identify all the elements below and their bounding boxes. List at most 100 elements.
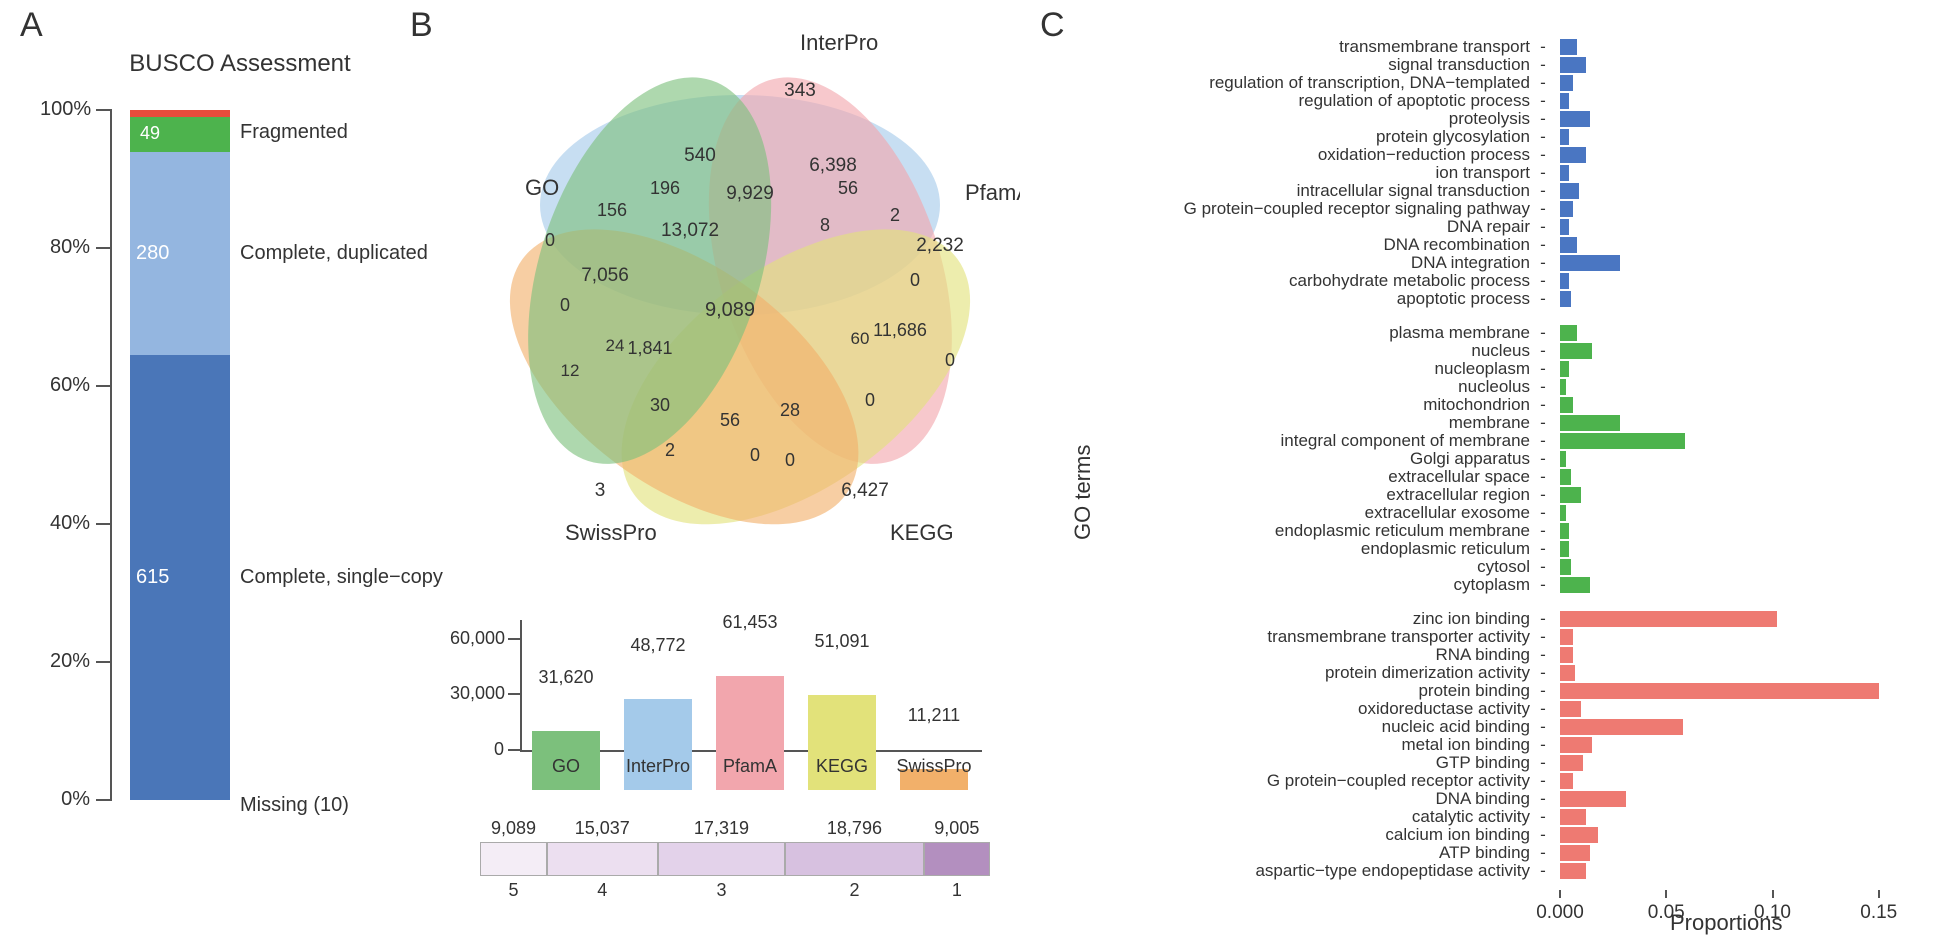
tick-dash: - — [1538, 664, 1548, 682]
tick-dash: - — [1538, 218, 1548, 236]
go-row: cytoplasm- — [1060, 576, 1920, 594]
venn-count-26: 2 — [665, 440, 675, 460]
degree-seg-4 — [547, 842, 658, 876]
go-term-label: metal ion binding — [1060, 736, 1530, 754]
ytick-label: 100% — [40, 98, 90, 121]
set-bar-cat-InterPro: InterPro — [612, 756, 704, 777]
set-bar-value-GO: 31,620 — [520, 667, 612, 688]
go-term-label: calcium ion binding — [1060, 826, 1530, 844]
venn-count-6: 156 — [597, 200, 627, 220]
tick-dash: - — [1538, 128, 1548, 146]
tick-dash: - — [1538, 342, 1548, 360]
go-row: cytosol- — [1060, 558, 1920, 576]
venn-count-24: 28 — [780, 400, 800, 420]
go-bar — [1560, 433, 1685, 449]
go-term-label: DNA binding — [1060, 790, 1530, 808]
go-bar — [1560, 343, 1592, 359]
tick-dash: - — [1538, 254, 1548, 272]
go-row: nucleic acid binding- — [1060, 718, 1920, 736]
go-bar — [1560, 379, 1566, 395]
go-bar — [1560, 183, 1579, 199]
tick-dash: - — [1538, 576, 1548, 594]
go-term-label: endoplasmic reticulum — [1060, 540, 1530, 558]
tick-dash: - — [1538, 378, 1548, 396]
go-row: G protein−coupled receptor signaling pat… — [1060, 200, 1920, 218]
go-row: RNA binding- — [1060, 646, 1920, 664]
set-bar-cat-SwissPro: SwissPro — [888, 756, 980, 777]
venn-count-9: 2 — [890, 205, 900, 225]
go-bar — [1560, 791, 1626, 807]
go-row: nucleolus- — [1060, 378, 1920, 396]
venn-count-21: 0 — [945, 350, 955, 370]
tick-dash: - — [1538, 38, 1548, 56]
go-term-label: endoplasmic reticulum membrane — [1060, 522, 1530, 540]
venn-count-10: 0 — [545, 230, 555, 250]
tick-dash: - — [1538, 164, 1548, 182]
go-row: oxidation−reduction process- — [1060, 146, 1920, 164]
go-row: catalytic activity- — [1060, 808, 1920, 826]
venn-count-15: 9,089 — [705, 299, 755, 321]
tick-dash: - — [1538, 272, 1548, 290]
go-row: nucleoplasm- — [1060, 360, 1920, 378]
ytick — [96, 799, 112, 801]
ytick-label: 40% — [40, 512, 90, 535]
go-bar — [1560, 93, 1569, 109]
venn-count-22: 30 — [650, 395, 670, 415]
tick-dash: - — [1538, 450, 1548, 468]
xtick — [1665, 890, 1667, 898]
go-bar — [1560, 415, 1620, 431]
go-term-label: catalytic activity — [1060, 808, 1530, 826]
venn-count-28: 0 — [785, 450, 795, 470]
xtick — [1772, 890, 1774, 898]
tick-dash: - — [1538, 610, 1548, 628]
venn-count-12: 7,056 — [581, 265, 629, 286]
go-term-label: extracellular exosome — [1060, 504, 1530, 522]
tick-dash: - — [1538, 236, 1548, 254]
go-row: transmembrane transporter activity- — [1060, 628, 1920, 646]
set-bar-value-PfamA: 61,453 — [704, 612, 796, 633]
tick-dash: - — [1538, 826, 1548, 844]
go-bar — [1560, 719, 1683, 735]
go-row: ion transport- — [1060, 164, 1920, 182]
tick-dash: - — [1538, 808, 1548, 826]
venn-count-0: 343 — [784, 80, 816, 101]
venn-set-label-PfamA: PfamA — [965, 180, 1020, 205]
venn-count-13: 0 — [910, 270, 920, 290]
go-bar — [1560, 469, 1571, 485]
go-bar — [1560, 325, 1577, 341]
tick-dash: - — [1538, 682, 1548, 700]
go-row: plasma membrane- — [1060, 324, 1920, 342]
busco-seg-miss — [130, 110, 230, 117]
go-row: signal transduction- — [1060, 56, 1920, 74]
go-row: endoplasmic reticulum- — [1060, 540, 1920, 558]
go-term-label: extracellular space — [1060, 468, 1530, 486]
go-bar — [1560, 201, 1573, 217]
go-row: extracellular space- — [1060, 468, 1920, 486]
go-bar — [1560, 505, 1566, 521]
go-bar — [1560, 57, 1586, 73]
go-row: protein binding- — [1060, 682, 1920, 700]
tick-dash: - — [1538, 486, 1548, 504]
go-row: oxidoreductase activity- — [1060, 700, 1920, 718]
go-bar — [1560, 611, 1777, 627]
go-term-label: cytoplasm — [1060, 576, 1530, 594]
go-row: zinc ion binding- — [1060, 610, 1920, 628]
degree-val-1: 9,005 — [924, 818, 990, 839]
go-term-label: protein dimerization activity — [1060, 664, 1530, 682]
go-term-label: nucleus — [1060, 342, 1530, 360]
tick-dash: - — [1538, 862, 1548, 880]
go-term-label: membrane — [1060, 414, 1530, 432]
venn-count-1: 540 — [684, 145, 716, 166]
go-term-label: integral component of membrane — [1060, 432, 1530, 450]
busco-label-miss: Missing (10) — [240, 794, 349, 817]
venn-count-20: 12 — [561, 361, 580, 380]
degree-seg-2 — [785, 842, 923, 876]
ytick — [96, 385, 112, 387]
go-row: Golgi apparatus- — [1060, 450, 1920, 468]
go-term-label: Golgi apparatus — [1060, 450, 1530, 468]
bar-ytick — [508, 638, 520, 640]
venn-count-7: 13,072 — [661, 220, 719, 241]
set-bar-cat-GO: GO — [520, 756, 612, 777]
degree-val-4: 15,037 — [547, 818, 658, 839]
go-term-label: ion transport — [1060, 164, 1530, 182]
